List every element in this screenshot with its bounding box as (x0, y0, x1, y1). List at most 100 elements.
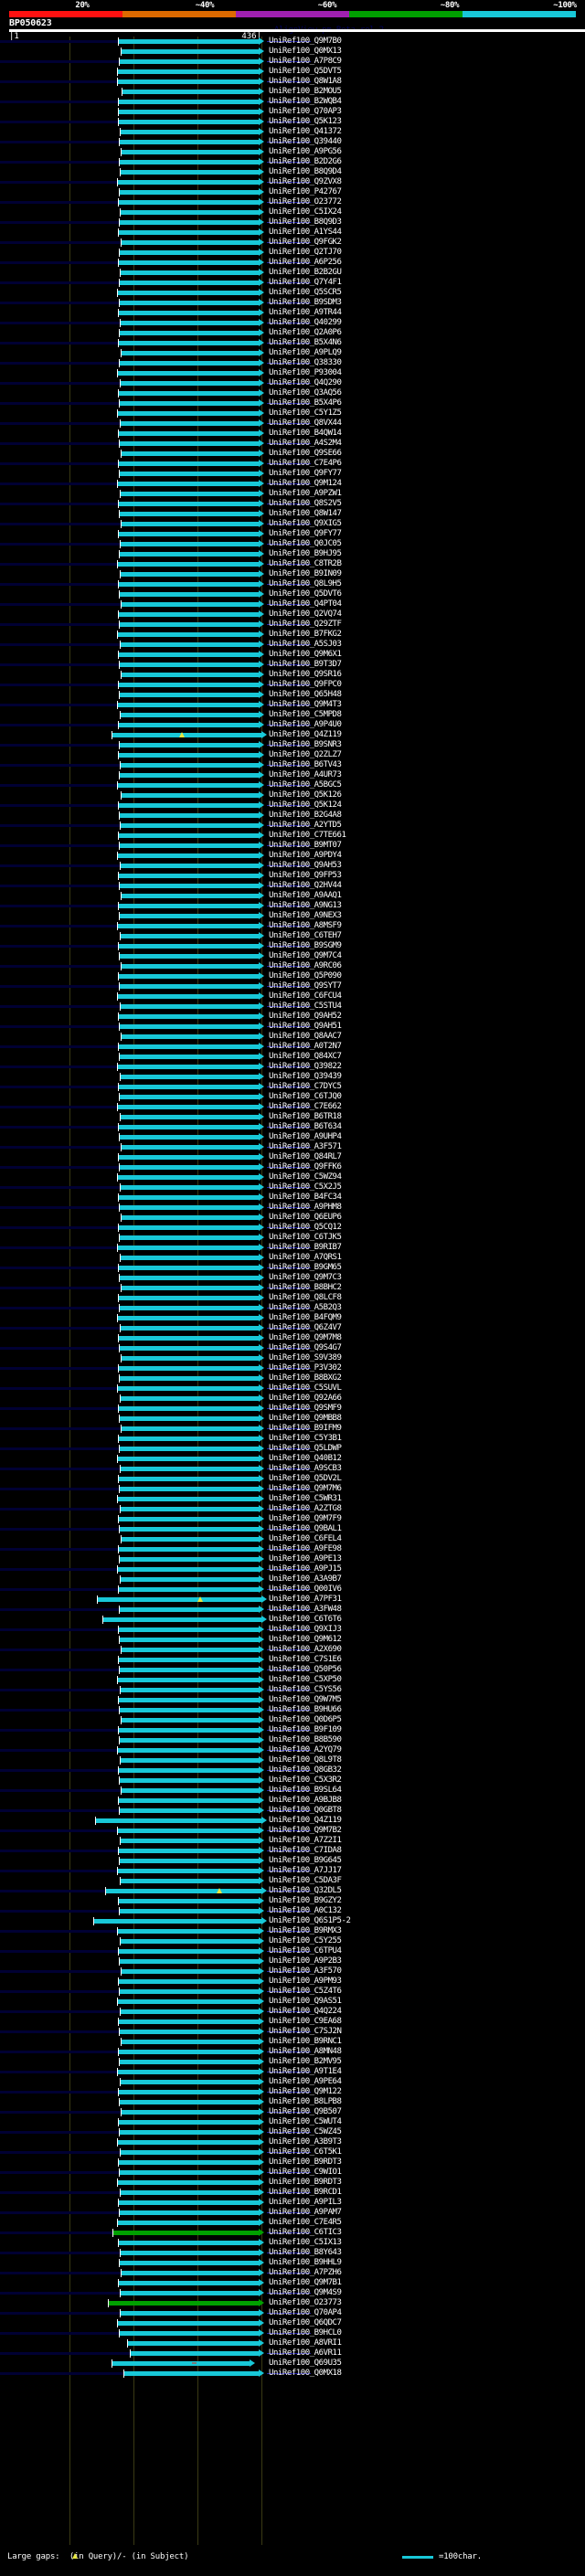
alignment-row[interactable]: UniRef100_Q9FPC0 (0, 680, 585, 690)
hsp-bar[interactable] (121, 522, 259, 526)
hsp-bar[interactable] (123, 2371, 259, 2376)
alignment-row[interactable]: UniRef100_Q9M7B2 (0, 1826, 585, 1836)
hsp-bar[interactable] (119, 361, 259, 366)
hit-label[interactable]: UniRef100_Q5DV2L (269, 1474, 342, 1483)
alignment-row[interactable]: UniRef100_C6TJK5 (0, 1233, 585, 1243)
hsp-bar[interactable] (119, 160, 259, 164)
hsp-bar[interactable] (117, 411, 259, 416)
hsp-bar[interactable] (118, 1849, 259, 1853)
hsp-bar[interactable] (120, 2190, 259, 2195)
hit-label[interactable]: UniRef100_A9AAQ1 (269, 891, 342, 900)
hit-label[interactable]: UniRef100_Q2HV44 (269, 881, 342, 890)
alignment-row[interactable]: UniRef100_A6P256 (0, 258, 585, 268)
alignment-row[interactable]: UniRef100_A9BJB8 (0, 1796, 585, 1806)
hit-label[interactable]: UniRef100_A9PDY4 (269, 851, 342, 860)
hit-label[interactable]: UniRef100_B6T634 (269, 1122, 342, 1131)
hsp-bar[interactable] (121, 1426, 259, 1431)
hit-label[interactable]: UniRef100_Q4PT04 (269, 599, 342, 609)
alignment-row[interactable]: UniRef100_C8TR2B (0, 559, 585, 569)
hsp-bar[interactable] (118, 1225, 259, 1230)
hsp-bar[interactable] (120, 2080, 259, 2084)
hsp-bar[interactable] (118, 582, 259, 587)
alignment-row[interactable]: UniRef100_A2YQ79 (0, 1745, 585, 1755)
hit-label[interactable]: UniRef100_Q9ZVX8 (269, 177, 342, 186)
hit-label[interactable]: UniRef100_B9T3D7 (269, 660, 342, 669)
hsp-bar[interactable] (121, 150, 259, 154)
alignment-row[interactable]: UniRef100_A2YTD5 (0, 821, 585, 831)
hit-label[interactable]: UniRef100_Q40299 (269, 318, 342, 327)
hit-label[interactable]: UniRef100_Q0MX13 (269, 47, 342, 56)
alignment-row[interactable]: UniRef100_B5X4P6 (0, 398, 585, 408)
hsp-bar[interactable] (120, 1326, 259, 1330)
alignment-row[interactable]: UniRef100_A9PDY4 (0, 851, 585, 861)
hit-label[interactable]: UniRef100_B8Y643 (269, 2248, 342, 2257)
alignment-row[interactable]: UniRef100_Q5CQ12 (0, 1223, 585, 1233)
hsp-bar[interactable] (122, 90, 259, 94)
hit-label[interactable]: UniRef100_A2YQ79 (269, 1745, 342, 1754)
hsp-bar[interactable] (121, 2110, 259, 2115)
alignment-row[interactable]: UniRef100_Q9XIJ3 (0, 1625, 585, 1635)
hit-label[interactable]: UniRef100_Q9FFK6 (269, 1162, 342, 1171)
hit-label[interactable]: UniRef100_Q9M7B0 (269, 37, 342, 46)
hit-label[interactable]: UniRef100_Q5LDWP (269, 1444, 342, 1453)
alignment-row[interactable]: UniRef100_B2B2GU (0, 268, 585, 278)
hit-label[interactable]: UniRef100_Q8W1A8 (269, 77, 342, 86)
hsp-bar[interactable] (118, 1949, 259, 1954)
alignment-row[interactable]: UniRef100_A7JJ17 (0, 1866, 585, 1876)
hit-label[interactable]: UniRef100_A1YS44 (269, 228, 342, 237)
alignment-row[interactable]: UniRef100_B4FC34 (0, 1193, 585, 1203)
alignment-row[interactable]: UniRef100_Q9BAL1 (0, 1524, 585, 1534)
hsp-bar[interactable] (119, 884, 259, 888)
hit-label[interactable]: UniRef100_Q9AS51 (269, 1997, 342, 2006)
hit-label[interactable]: UniRef100_A9P4U0 (269, 720, 342, 729)
alignment-row[interactable]: UniRef100_A9PLQ9 (0, 348, 585, 358)
hit-label[interactable]: UniRef100_B8LPB8 (269, 2097, 342, 2106)
hit-label[interactable]: UniRef100_A9NG13 (269, 901, 342, 910)
hsp-bar[interactable] (118, 2281, 259, 2285)
hit-label[interactable]: UniRef100_Q8S2V5 (269, 499, 342, 508)
alignment-row[interactable]: UniRef100_Q41372 (0, 127, 585, 137)
hit-label[interactable]: UniRef100_Q0JC05 (269, 539, 342, 548)
hit-label[interactable]: UniRef100_A8MN48 (269, 2047, 342, 2056)
hsp-bar[interactable] (117, 1386, 259, 1391)
hit-label[interactable]: UniRef100_Q8LCF8 (269, 1293, 342, 1302)
alignment-row[interactable]: UniRef100_P42767 (0, 187, 585, 197)
hsp-bar[interactable] (120, 2150, 259, 2155)
hit-label[interactable]: UniRef100_S9V389 (269, 1353, 342, 1362)
hit-label[interactable]: UniRef100_B9IN09 (269, 569, 342, 578)
hsp-bar[interactable] (118, 1517, 259, 1521)
hsp-bar[interactable] (117, 1497, 259, 1501)
hsp-bar[interactable] (112, 733, 261, 737)
hit-label[interactable]: UniRef100_B8Q9D4 (269, 167, 342, 176)
hit-label[interactable]: UniRef100_A9PHM8 (269, 1203, 342, 1212)
hit-label[interactable]: UniRef100_A8MSF9 (269, 921, 342, 930)
alignment-row[interactable]: UniRef100_A8MN48 (0, 2047, 585, 2057)
hsp-bar[interactable] (119, 220, 259, 225)
alignment-row[interactable]: UniRef100_B9HJ95 (0, 549, 585, 559)
hsp-bar[interactable] (119, 984, 259, 989)
hit-label[interactable]: UniRef100_A9NEX3 (269, 911, 342, 920)
alignment-row[interactable]: UniRef100_A3F571 (0, 1142, 585, 1152)
hit-label[interactable]: UniRef100_B8Q9D3 (269, 217, 342, 227)
hsp-bar[interactable] (121, 1286, 259, 1290)
alignment-row[interactable]: UniRef100_Q8AAC7 (0, 1032, 585, 1042)
hsp-bar[interactable] (120, 1396, 259, 1401)
alignment-row[interactable]: UniRef100_B8BHC2 (0, 1283, 585, 1293)
hit-label[interactable]: UniRef100_C5WUT4 (269, 2117, 342, 2126)
hit-label[interactable]: UniRef100_A9PM93 (269, 1977, 342, 1986)
hit-label[interactable]: UniRef100_B4FC34 (269, 1193, 342, 1202)
alignment-row[interactable]: UniRef100_A2X690 (0, 1645, 585, 1655)
hit-label[interactable]: UniRef100_C5XP50 (269, 1675, 342, 1684)
hsp-bar[interactable] (118, 200, 259, 205)
hsp-bar[interactable] (119, 843, 259, 848)
hsp-bar[interactable] (112, 2361, 250, 2366)
hit-label[interactable]: UniRef100_Q8W147 (269, 509, 342, 518)
hsp-bar[interactable] (118, 120, 259, 124)
hit-label[interactable]: UniRef100_Q6QDC7 (269, 2318, 342, 2327)
hsp-bar[interactable] (117, 1929, 259, 1934)
alignment-row[interactable]: UniRef100_C7SJ2N (0, 2027, 585, 2037)
alignment-row[interactable]: UniRef100_B8B590 (0, 1735, 585, 1745)
alignment-row[interactable]: UniRef100_Q9FY77 (0, 469, 585, 479)
hit-label[interactable]: UniRef100_A3F571 (269, 1142, 342, 1151)
alignment-row[interactable]: UniRef100_Q5K124 (0, 800, 585, 811)
